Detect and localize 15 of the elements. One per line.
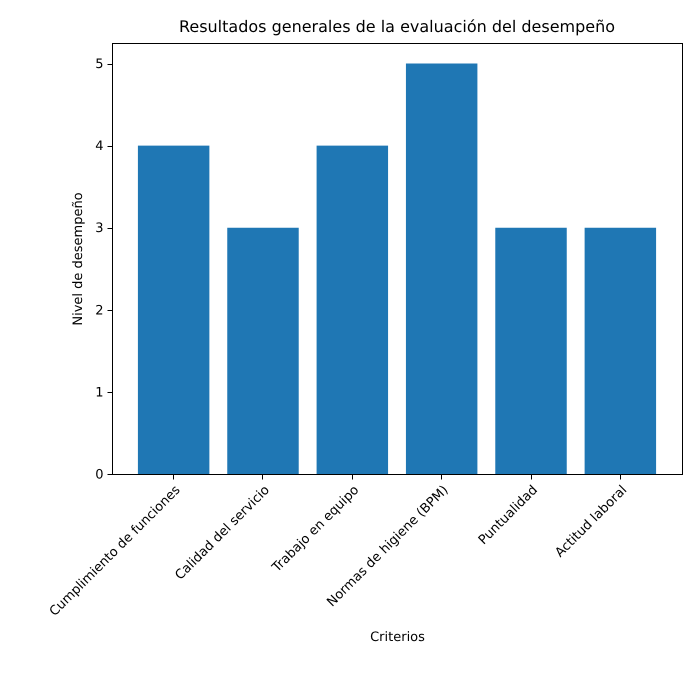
y-tick-label: 1 [95,385,104,400]
bar [227,228,299,474]
x-axis-title: Criterios [370,630,426,645]
bar [584,228,656,474]
bar [316,146,388,474]
y-tick-label: 4 [95,139,104,154]
y-tick-label: 0 [95,468,104,482]
chart-title: Resultados generales de la evaluación del desempeño [178,17,616,36]
y-tick-label: 5 [95,57,104,72]
y-axis-title: Nivel de desempeño [71,192,86,326]
bar [138,146,210,474]
bar [495,228,567,474]
y-tick-label: 2 [95,303,104,318]
bar [406,64,478,474]
y-tick-label: 3 [95,221,104,236]
